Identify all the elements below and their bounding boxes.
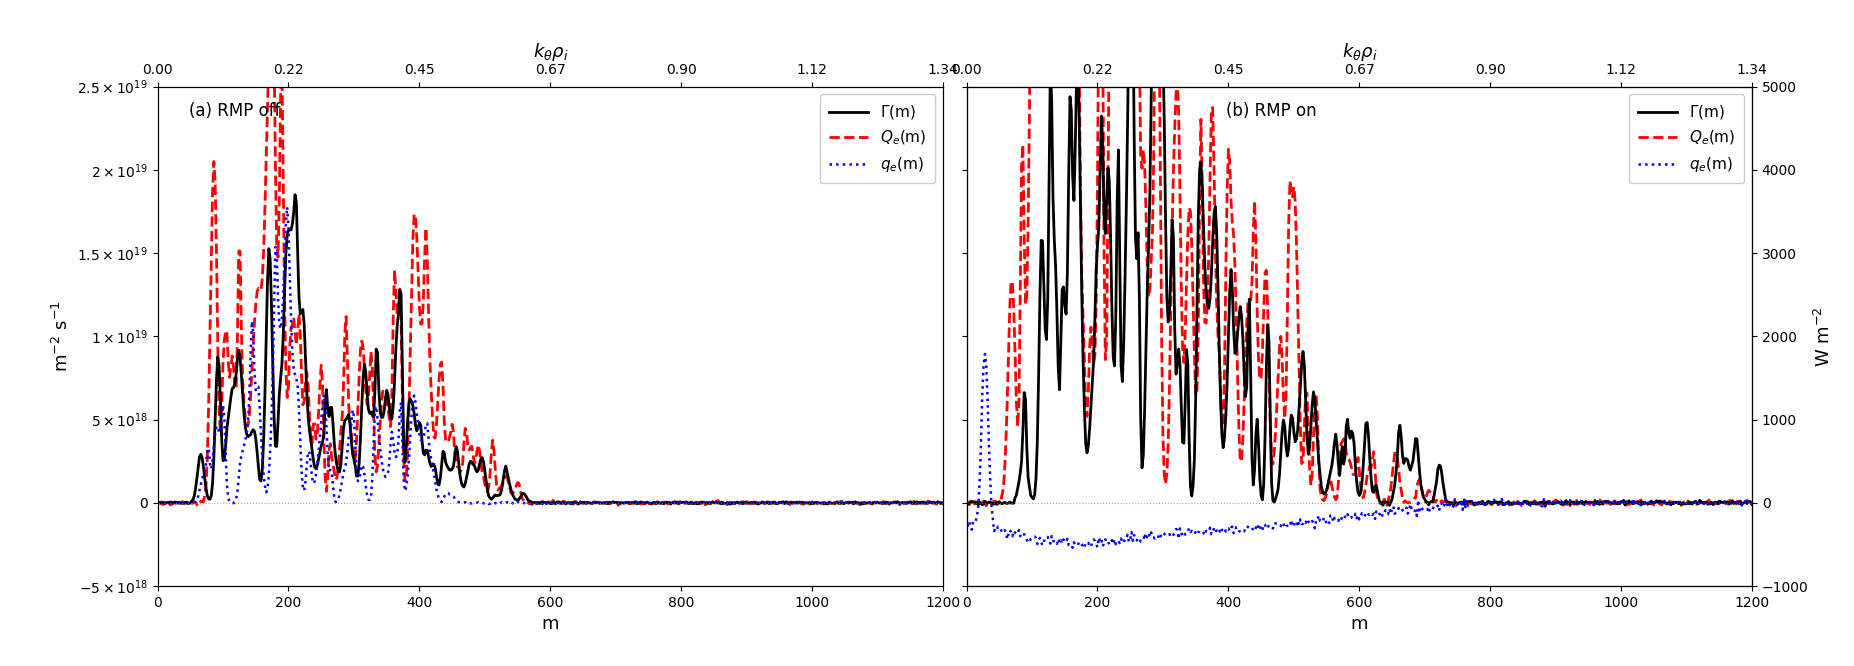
$Q_e$(m) <box>910 500 933 507</box>
$q_e$(m) <box>408 421 430 429</box>
Line: $q_e$(m): $q_e$(m) <box>158 207 944 504</box>
$Q_e$(m) <box>933 498 955 506</box>
Text: (b) RMP on: (b) RMP on <box>1225 102 1316 120</box>
$Q_e$(m) <box>197 454 219 462</box>
X-axis label: m: m <box>541 615 560 633</box>
$\Gamma$(m) <box>1533 502 1556 510</box>
Line: $q_e$(m): $q_e$(m) <box>966 354 1752 548</box>
$q_e$(m) <box>881 498 903 506</box>
$\Gamma$(m) <box>146 498 169 506</box>
Y-axis label: W m$^{-2}$: W m$^{-2}$ <box>1813 306 1834 366</box>
$q_e$(m) <box>146 498 169 505</box>
$Q_e$(m) <box>775 499 797 507</box>
$\Gamma$(m) <box>197 492 219 500</box>
Y-axis label: m$^{-2}$ s$^{-1}$: m$^{-2}$ s$^{-1}$ <box>52 300 72 372</box>
$Q_e$(m) <box>1103 15 1125 23</box>
$Q_e$(m) <box>955 499 977 507</box>
Line: $Q_e$(m): $Q_e$(m) <box>158 0 944 505</box>
X-axis label: $k_{\theta}\rho_i$: $k_{\theta}\rho_i$ <box>532 41 567 63</box>
$q_e$(m) <box>973 350 996 358</box>
$q_e$(m) <box>1583 499 1606 507</box>
$\Gamma$(m) <box>719 500 742 508</box>
X-axis label: $k_{\theta}\rho_i$: $k_{\theta}\rho_i$ <box>1342 41 1378 63</box>
$q_e$(m) <box>955 522 977 530</box>
$\Gamma$(m) <box>295 354 317 362</box>
Line: $\Gamma$(m): $\Gamma$(m) <box>158 194 944 504</box>
$Q_e$(m) <box>608 501 630 509</box>
$Q_e$(m) <box>1005 396 1027 404</box>
$Q_e$(m) <box>1583 500 1606 507</box>
$\Gamma$(m) <box>408 424 430 432</box>
Legend: $\Gamma$(m), $Q_e$(m), $q_e$(m): $\Gamma$(m), $Q_e$(m), $q_e$(m) <box>1630 94 1745 183</box>
$q_e$(m) <box>295 478 317 486</box>
$Q_e$(m) <box>1741 501 1763 509</box>
Line: $Q_e$(m): $Q_e$(m) <box>966 0 1752 506</box>
$q_e$(m) <box>1105 540 1127 548</box>
$\Gamma$(m) <box>1719 499 1741 507</box>
$\Gamma$(m) <box>1741 500 1763 508</box>
$q_e$(m) <box>1218 524 1240 532</box>
$\Gamma$(m) <box>1216 380 1238 388</box>
X-axis label: m: m <box>1350 615 1368 633</box>
$\Gamma$(m) <box>1101 354 1124 362</box>
$Q_e$(m) <box>1691 499 1713 507</box>
Line: $\Gamma$(m): $\Gamma$(m) <box>966 0 1752 506</box>
$Q_e$(m) <box>146 498 169 505</box>
$\Gamma$(m) <box>1005 492 1027 500</box>
$\Gamma$(m) <box>883 499 905 507</box>
$q_e$(m) <box>933 499 955 507</box>
$q_e$(m) <box>1691 500 1713 507</box>
$Q_e$(m) <box>1216 188 1238 196</box>
$Q_e$(m) <box>295 378 317 386</box>
$q_e$(m) <box>276 203 298 211</box>
$q_e$(m) <box>910 498 933 506</box>
$q_e$(m) <box>1719 500 1741 507</box>
$\Gamma$(m) <box>910 499 933 507</box>
$Q_e$(m) <box>1581 502 1604 510</box>
$q_e$(m) <box>773 498 795 506</box>
Legend: $\Gamma$(m), $Q_e$(m), $q_e$(m): $\Gamma$(m), $Q_e$(m), $q_e$(m) <box>819 94 936 183</box>
$q_e$(m) <box>888 500 910 508</box>
$q_e$(m) <box>1072 544 1094 552</box>
$\Gamma$(m) <box>955 498 977 506</box>
Text: (a) RMP off: (a) RMP off <box>189 102 280 120</box>
$q_e$(m) <box>1007 529 1029 537</box>
$\Gamma$(m) <box>1583 497 1606 505</box>
$\Gamma$(m) <box>933 500 955 507</box>
$q_e$(m) <box>197 447 219 455</box>
$q_e$(m) <box>1741 498 1763 506</box>
$\Gamma$(m) <box>284 190 306 198</box>
$Q_e$(m) <box>1719 496 1741 504</box>
$Q_e$(m) <box>883 498 905 506</box>
$Q_e$(m) <box>408 269 430 277</box>
$\Gamma$(m) <box>775 498 797 505</box>
$\Gamma$(m) <box>1691 499 1713 507</box>
